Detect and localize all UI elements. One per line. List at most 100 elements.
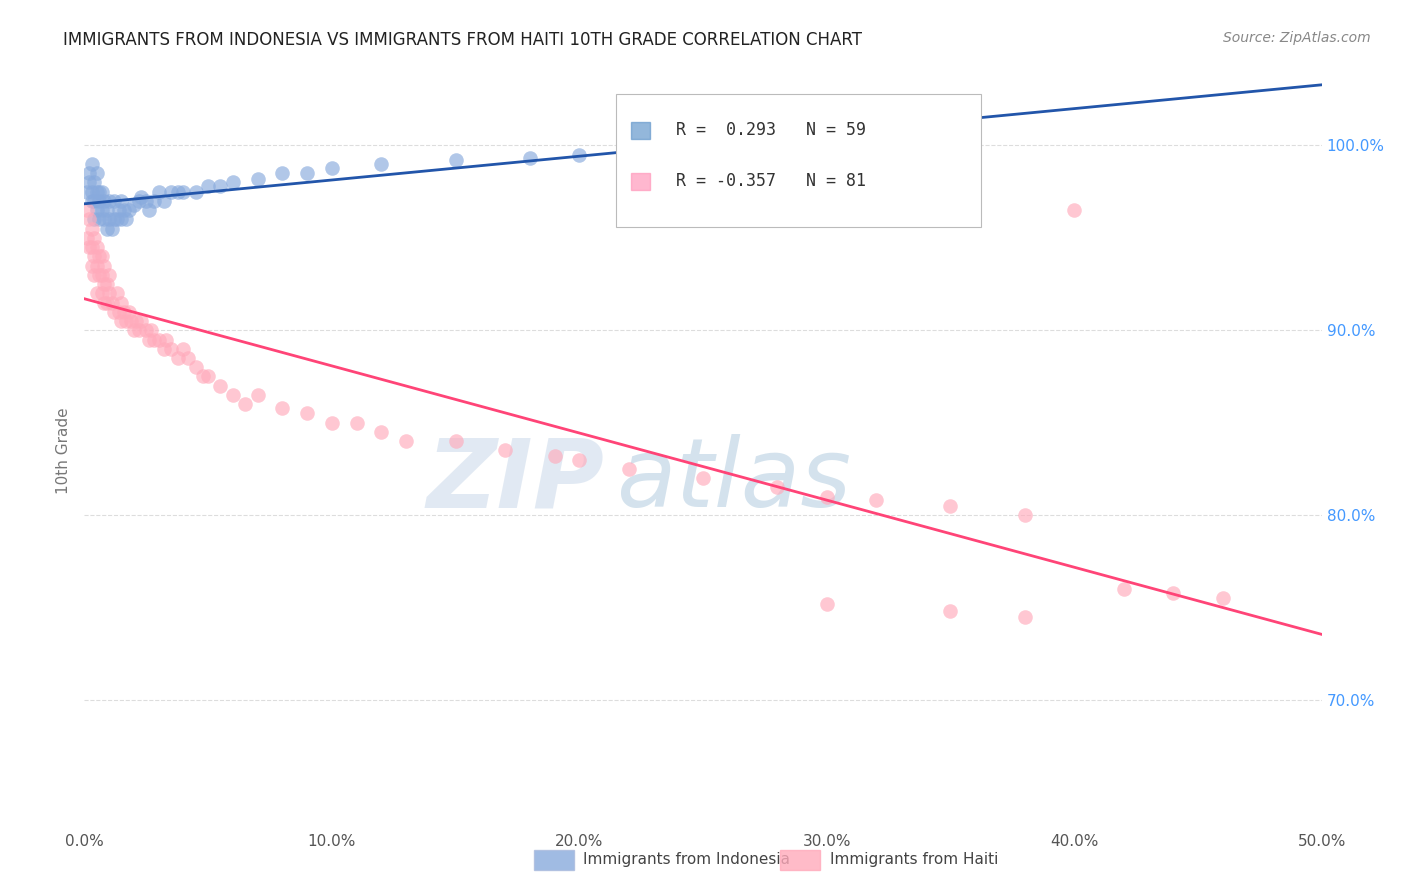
Point [295, 166, 318, 180]
Point [79, 240, 101, 254]
Point [152, 194, 174, 208]
Point [98, 286, 121, 301]
Point [321, 416, 343, 430]
Point [103, 212, 125, 227]
Point [80, 194, 103, 208]
Point [115, 314, 138, 328]
Point [118, 305, 141, 319]
Point [222, 175, 245, 189]
Point [815, 490, 838, 504]
Point [86, 240, 108, 254]
Point [209, 378, 232, 392]
Point [90, 185, 112, 199]
Point [142, 194, 165, 208]
Point [172, 185, 194, 199]
Point [692, 471, 714, 485]
Point [93, 277, 115, 291]
Point [939, 604, 962, 618]
Point [86, 185, 108, 199]
Point [112, 305, 135, 319]
Point [370, 157, 392, 171]
Point [1112, 582, 1135, 596]
Point [865, 493, 887, 508]
Point [184, 360, 207, 375]
Point [83, 268, 105, 282]
Point [118, 202, 141, 217]
Point [96, 202, 118, 217]
Point [160, 342, 183, 356]
Point [246, 171, 269, 186]
Point [692, 142, 714, 156]
Text: R =  0.293   N = 59: R = 0.293 N = 59 [676, 121, 866, 139]
Point [90, 249, 112, 263]
Point [271, 401, 294, 415]
Point [80, 221, 103, 235]
Point [93, 259, 115, 273]
Text: Immigrants from Haiti: Immigrants from Haiti [830, 853, 998, 867]
Point [98, 194, 121, 208]
Point [142, 333, 165, 347]
Point [80, 157, 103, 171]
Point [395, 434, 418, 449]
Point [167, 351, 190, 365]
Point [138, 333, 160, 347]
Point [115, 212, 138, 227]
Point [98, 268, 121, 282]
Point [617, 462, 640, 476]
Point [79, 166, 101, 180]
Point [110, 295, 132, 310]
Point [122, 323, 145, 337]
Point [129, 190, 152, 204]
Point [98, 212, 121, 227]
Point [568, 452, 591, 467]
Point [108, 202, 131, 217]
Point [617, 147, 640, 161]
Point [76, 202, 98, 217]
Point [76, 231, 98, 245]
Point [209, 179, 232, 194]
Point [80, 259, 103, 273]
Point [80, 240, 103, 254]
Point [197, 179, 219, 194]
Point [122, 197, 145, 211]
Point [494, 443, 516, 458]
Point [519, 151, 541, 165]
Point [444, 153, 467, 168]
Point [148, 333, 170, 347]
Point [222, 388, 245, 402]
Text: R = -0.357   N = 81: R = -0.357 N = 81 [676, 172, 866, 190]
Point [1063, 202, 1085, 217]
Point [90, 268, 112, 282]
Point [86, 166, 108, 180]
Point [76, 185, 98, 199]
Point [135, 194, 157, 208]
Point [86, 259, 108, 273]
Point [128, 194, 150, 208]
Point [110, 314, 132, 328]
Point [110, 194, 132, 208]
Point [939, 499, 962, 513]
Point [83, 231, 105, 245]
Point [100, 221, 122, 235]
Point [83, 212, 105, 227]
FancyBboxPatch shape [631, 173, 651, 190]
Point [103, 305, 125, 319]
Point [120, 314, 142, 328]
Text: Immigrants from Indonesia: Immigrants from Indonesia [583, 853, 790, 867]
Point [89, 268, 111, 282]
Point [815, 597, 838, 611]
Point [295, 407, 318, 421]
Point [96, 221, 118, 235]
Point [543, 449, 565, 463]
Point [184, 185, 207, 199]
Point [96, 295, 118, 310]
Point [271, 166, 294, 180]
Point [766, 480, 789, 494]
Point [93, 212, 115, 227]
Point [370, 425, 392, 439]
Point [444, 434, 467, 449]
Point [568, 147, 591, 161]
Point [105, 212, 128, 227]
Point [83, 175, 105, 189]
Text: ZIP: ZIP [426, 434, 605, 527]
